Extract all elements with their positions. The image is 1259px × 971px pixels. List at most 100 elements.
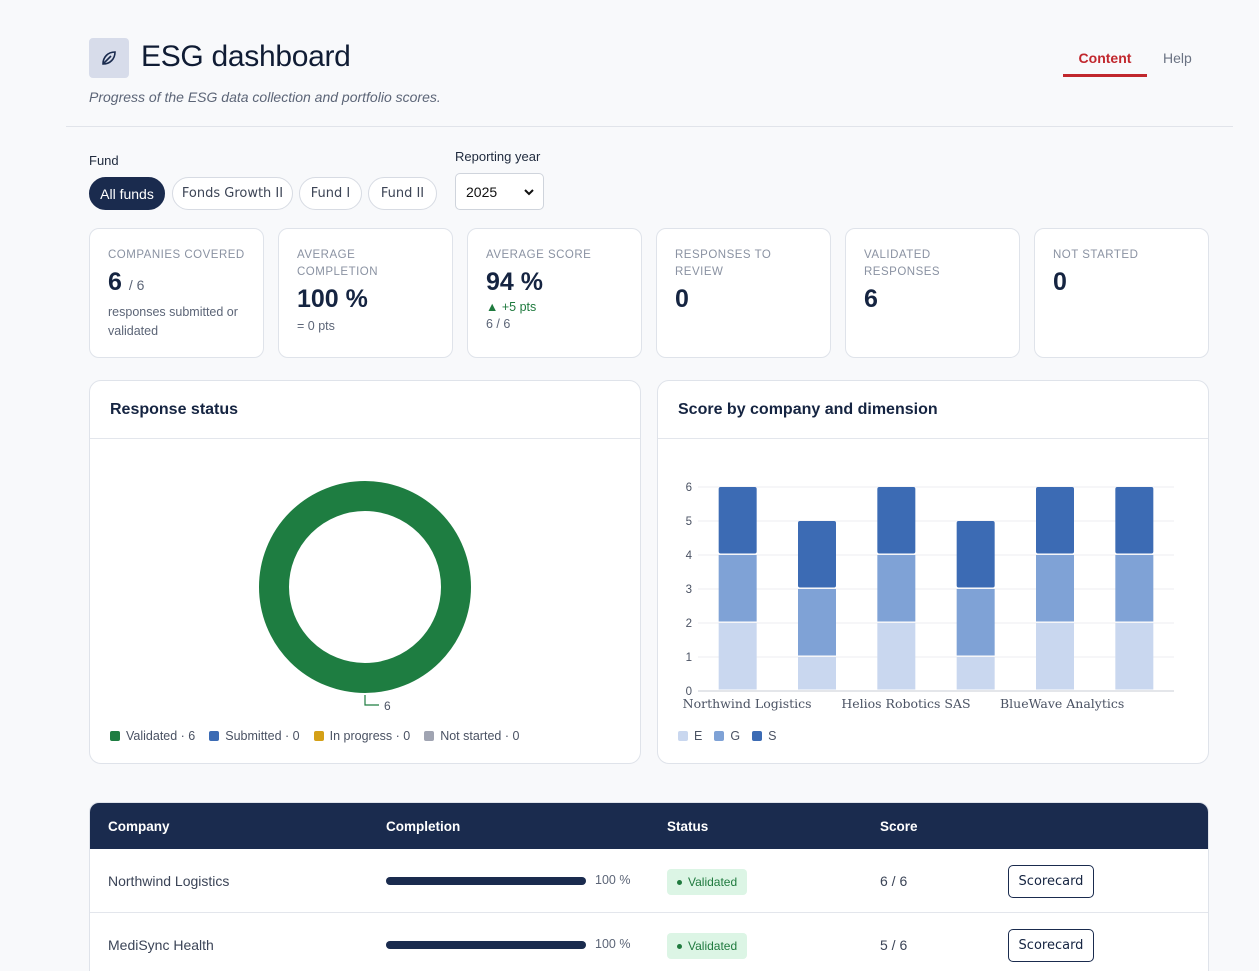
legend-validated: Validated · 6 <box>110 729 195 743</box>
company-name: Northwind Logistics <box>108 873 230 889</box>
table-header: Company Completion Status Score <box>90 803 1208 849</box>
bar-segment-e <box>718 623 757 690</box>
panel-title: Score by company and dimension <box>658 381 1208 439</box>
column-header-status: Status <box>667 819 709 834</box>
table-row: MediSync Health 100 % Validated 5 / 6 Sc… <box>90 913 1208 971</box>
legend-swatch <box>209 731 220 741</box>
bar-segment-s <box>956 521 995 588</box>
fund-pill-fund-i[interactable]: Fund I <box>299 177 362 210</box>
kpi-average-completion: AVERAGE COMPLETION 100 % = 0 pts <box>278 228 453 358</box>
legend-swatch <box>752 731 763 741</box>
kpi-responses-to-review: RESPONSES TO REVIEW 0 <box>656 228 831 358</box>
completion-bar-fill <box>386 941 586 949</box>
kpi-label: AVERAGE COMPLETION <box>297 249 379 278</box>
completion-percent: 100 % <box>595 873 631 887</box>
y-tick-label: 2 <box>686 618 692 630</box>
page-header: ESG dashboard Progress of the ESG data c… <box>66 0 1233 127</box>
status-dot-icon <box>677 943 682 949</box>
bar-segment-g <box>1115 555 1154 622</box>
bar-segment-s <box>1115 487 1154 554</box>
kpi-label: AVERAGE SCORE <box>486 249 592 261</box>
kpi-label: COMPANIES COVERED <box>108 249 245 261</box>
bar-segment-s <box>718 487 757 554</box>
legend-s: S <box>752 729 776 743</box>
reporting-year-select[interactable]: 2025 <box>455 173 544 210</box>
tab-help[interactable]: Help <box>1163 50 1192 66</box>
score-bar-chart: 0 1 2 3 4 5 6 Northwind Logistics Helios Robotic… <box>683 482 1174 711</box>
kpi-note: responses submitted or validated <box>108 305 238 338</box>
status-dot-icon <box>677 879 682 885</box>
bar-segment-e <box>956 657 995 690</box>
kpi-value: 0 <box>1053 268 1067 296</box>
kpi-not-started: NOT STARTED 0 <box>1034 228 1209 358</box>
column-header-company: Company <box>108 819 170 834</box>
y-tick-label: 1 <box>686 652 692 664</box>
kpi-companies-covered: COMPANIES COVERED 6 / 6 responses submit… <box>89 228 264 358</box>
scorecard-button[interactable]: Scorecard <box>1008 929 1094 962</box>
column-header-score: Score <box>880 819 918 834</box>
kpi-validated-responses: VALIDATED RESPONSES 6 <box>845 228 1020 358</box>
y-tick-label: 3 <box>686 584 692 596</box>
kpi-total: / 6 <box>128 277 145 293</box>
bar-segment-g <box>798 589 836 656</box>
y-tick-label: 6 <box>686 482 692 494</box>
kpi-value: 94 % <box>486 268 543 296</box>
year-filter-label: Reporting year <box>455 149 541 164</box>
fund-pill-all[interactable]: All funds <box>89 177 165 210</box>
page-title: ESG dashboard <box>141 40 351 73</box>
kpi-value: 6 <box>864 285 878 313</box>
legend-swatch <box>678 731 688 741</box>
kpi-note: = 0 pts <box>297 319 335 333</box>
fund-filter-label: Fund <box>89 153 119 168</box>
table-row: Northwind Logistics 100 % Validated 6 / … <box>90 849 1208 913</box>
kpi-sub: 6 / 6 <box>486 317 511 331</box>
x-tick-label: Northwind Logistics <box>683 696 812 711</box>
kpi-value: 0 <box>675 285 689 313</box>
status-legend: Validated · 6 Submitted · 0 In progress … <box>110 729 519 743</box>
x-tick-label: BlueWave Analytics <box>1000 696 1124 711</box>
bar-segment-g <box>1036 555 1074 622</box>
completion-bar <box>386 877 586 885</box>
status-badge: Validated <box>667 933 748 959</box>
response-status-panel: Response status 6 Validated · 6 Submitte… <box>89 380 641 764</box>
x-tick-label: Helios Robotics SAS <box>841 696 970 711</box>
tab-content[interactable]: Content <box>1063 50 1147 77</box>
legend-e: E <box>678 729 702 743</box>
status-badge: Validated <box>667 869 748 895</box>
bar-segment-e <box>1115 623 1154 690</box>
completion-percent: 100 % <box>595 937 631 951</box>
legend-g: G <box>714 729 740 743</box>
kpi-delta: ▲ +5 pts <box>486 300 537 314</box>
legend-in-progress: In progress · 0 <box>313 729 410 743</box>
completion-bar-fill <box>386 877 586 885</box>
bar-segment-e <box>1036 623 1074 690</box>
bar-segment-s <box>877 487 916 554</box>
page-subtitle: Progress of the ESG data collection and … <box>89 89 441 105</box>
legend-swatch <box>714 731 725 741</box>
bar-segment-e <box>877 623 916 690</box>
bar-segment-s <box>798 521 836 588</box>
bar-segment-g <box>718 555 757 622</box>
companies-table: Company Completion Status Score Northwin… <box>89 802 1209 971</box>
legend-swatch <box>110 731 120 741</box>
y-tick-label: 5 <box>686 516 692 528</box>
y-tick-label: 4 <box>686 550 693 562</box>
score-panel: Score by company and dimension 0 1 2 3 4 5 6 No… <box>657 380 1209 764</box>
legend-swatch <box>424 731 435 741</box>
kpi-average-score: AVERAGE SCORE 94 % ▲ +5 pts 6 / 6 <box>467 228 642 358</box>
donut-data-label: 6 <box>384 699 391 713</box>
scorecard-button[interactable]: Scorecard <box>1008 865 1094 898</box>
donut-label-leader <box>364 695 379 706</box>
y-tick-label: 0 <box>686 686 692 698</box>
fund-pill-fund-ii[interactable]: Fund II <box>368 177 437 210</box>
company-name: MediSync Health <box>108 937 214 953</box>
legend-swatch <box>313 731 324 741</box>
bar-segment-e <box>798 657 836 690</box>
bar-segment-g <box>877 555 916 622</box>
chevron-down-icon <box>524 189 534 196</box>
kpi-label: NOT STARTED <box>1053 249 1139 261</box>
reporting-year-value: 2025 <box>466 183 498 200</box>
response-status-donut: 6 <box>259 481 471 713</box>
bar-segment-g <box>956 589 995 656</box>
fund-pill-growth-ii[interactable]: Fonds Growth II <box>172 177 293 210</box>
